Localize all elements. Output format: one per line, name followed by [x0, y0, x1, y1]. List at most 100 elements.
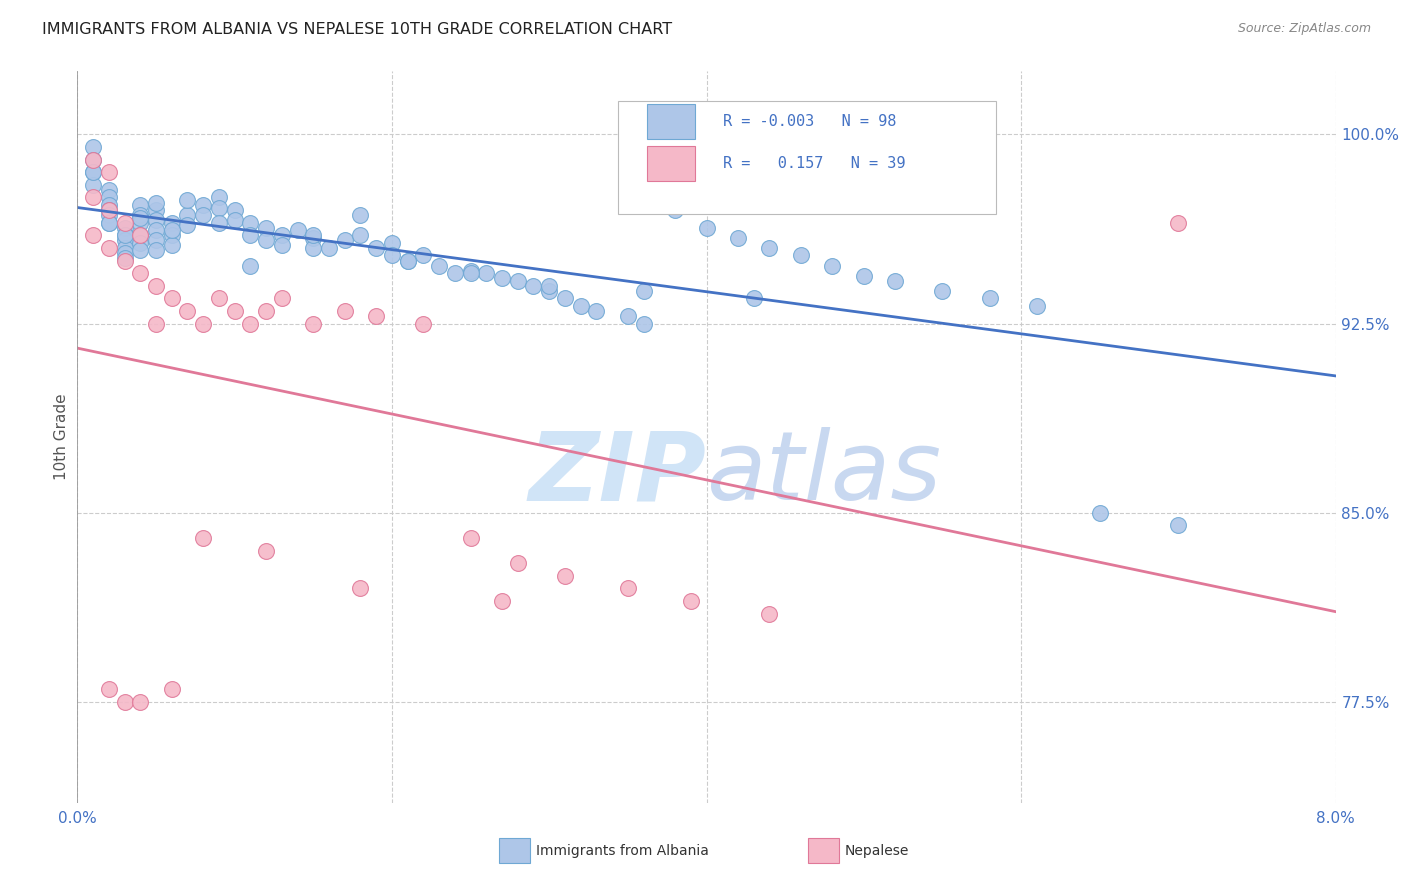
Point: [633, 284, 655, 298]
Text: IMMIGRANTS FROM ALBANIA VS NEPALESE 10TH GRADE CORRELATION CHART: IMMIGRANTS FROM ALBANIA VS NEPALESE 10TH…: [42, 22, 672, 37]
Point: [114, 695, 136, 709]
Text: R =   0.157   N = 39: R = 0.157 N = 39: [723, 156, 905, 171]
Point: [145, 203, 167, 218]
Point: [97, 165, 120, 179]
Point: [869, 130, 891, 145]
Point: [97, 198, 120, 212]
Point: [239, 317, 262, 331]
Point: [145, 244, 167, 258]
Point: [160, 682, 183, 697]
Point: [97, 203, 120, 218]
Point: [114, 253, 136, 268]
Point: [287, 223, 309, 237]
Point: [114, 233, 136, 247]
Point: [176, 208, 198, 222]
Point: [696, 220, 718, 235]
Point: [349, 208, 371, 222]
Y-axis label: 10th Grade: 10th Grade: [53, 393, 69, 481]
Text: R = -0.003   N = 98: R = -0.003 N = 98: [723, 114, 896, 129]
FancyBboxPatch shape: [619, 101, 995, 214]
Point: [254, 543, 277, 558]
Point: [381, 248, 404, 262]
Point: [475, 266, 498, 280]
Point: [97, 203, 120, 218]
Point: [239, 228, 262, 243]
Point: [82, 165, 104, 179]
Point: [1088, 506, 1111, 520]
Point: [129, 211, 152, 225]
Point: [444, 266, 467, 280]
Text: ZIP: ZIP: [529, 427, 707, 520]
Point: [1025, 299, 1047, 313]
Point: [254, 233, 277, 247]
Point: [82, 140, 104, 154]
Point: [491, 594, 513, 608]
Text: Source: ZipAtlas.com: Source: ZipAtlas.com: [1237, 22, 1371, 36]
Point: [506, 274, 529, 288]
Point: [97, 190, 120, 204]
Point: [129, 216, 152, 230]
Point: [1167, 216, 1189, 230]
Point: [82, 228, 104, 243]
Point: [679, 594, 702, 608]
Point: [191, 531, 215, 545]
Point: [270, 228, 292, 243]
Point: [727, 231, 749, 245]
Point: [366, 241, 388, 255]
Point: [270, 291, 292, 305]
Point: [82, 190, 104, 204]
Point: [160, 228, 183, 243]
Point: [114, 251, 136, 265]
Point: [1167, 518, 1189, 533]
Point: [82, 178, 104, 192]
Point: [254, 220, 277, 235]
Point: [176, 304, 198, 318]
Point: [302, 228, 325, 243]
Point: [412, 248, 434, 262]
Point: [396, 253, 419, 268]
Point: [114, 220, 136, 235]
Point: [114, 246, 136, 260]
Point: [758, 607, 780, 621]
Point: [790, 248, 813, 262]
Point: [460, 263, 482, 277]
Point: [302, 317, 325, 331]
Point: [460, 531, 482, 545]
Point: [239, 216, 262, 230]
Point: [538, 278, 561, 293]
Text: atlas: atlas: [707, 427, 942, 520]
Point: [224, 304, 246, 318]
Text: Nepalese: Nepalese: [845, 844, 910, 858]
Point: [191, 198, 215, 212]
Point: [114, 216, 136, 230]
Point: [160, 223, 183, 237]
Point: [82, 165, 104, 179]
Point: [270, 238, 292, 252]
Point: [506, 556, 529, 570]
Point: [114, 228, 136, 243]
Point: [191, 208, 215, 222]
Point: [145, 195, 167, 210]
Point: [97, 241, 120, 255]
Point: [160, 238, 183, 252]
Point: [129, 695, 152, 709]
Point: [208, 216, 231, 230]
Point: [664, 203, 686, 218]
Point: [114, 228, 136, 243]
Point: [129, 228, 152, 243]
Point: [145, 278, 167, 293]
Point: [585, 304, 607, 318]
Point: [318, 241, 340, 255]
Point: [129, 235, 152, 250]
Point: [538, 284, 561, 298]
Point: [554, 569, 576, 583]
Point: [82, 153, 104, 167]
Point: [412, 317, 434, 331]
Point: [427, 259, 450, 273]
Point: [302, 231, 325, 245]
Point: [460, 266, 482, 280]
Point: [302, 241, 325, 255]
Point: [617, 582, 640, 596]
Point: [349, 228, 371, 243]
Point: [931, 284, 953, 298]
